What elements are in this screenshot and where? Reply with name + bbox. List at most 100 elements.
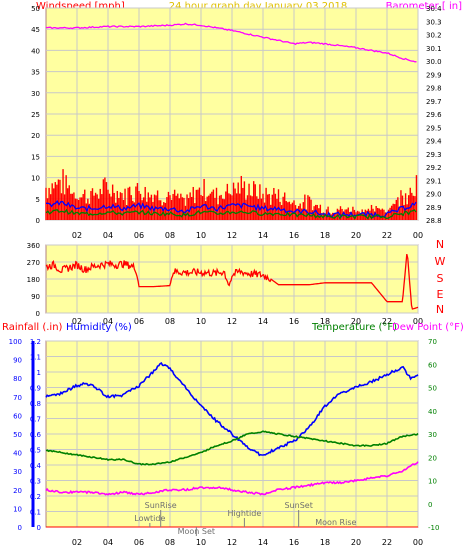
rainfall-axis-title: Rainfall (.in) xyxy=(2,322,63,333)
humidity-y-tick-label: 30 xyxy=(13,468,22,476)
humidity-axis-title: Humidity (%) xyxy=(66,322,132,333)
rainfall-y-tick-label: 1.2 xyxy=(30,338,41,346)
direction-y-tick-label: 180 xyxy=(27,276,40,284)
direction-panel-x-tick-label: 18 xyxy=(320,317,330,326)
rainfall-y-tick-label: 0.9 xyxy=(30,385,41,393)
wind-panel-x-tick-label: 22 xyxy=(382,231,392,240)
humidity-y-tick-label: 60 xyxy=(13,412,22,420)
dewpoint-line xyxy=(45,461,419,496)
wind-low-line xyxy=(45,208,417,220)
direction-panel-x-tick-label: 02 xyxy=(72,317,82,326)
humidity-line xyxy=(45,362,419,457)
barometer-y-tick-label: 29.8 xyxy=(426,85,442,93)
wind-panel-x-tick-label: 12 xyxy=(227,231,237,240)
temperature-y-tick-label: 70 xyxy=(428,338,437,346)
event-label-4: SunSet xyxy=(284,501,312,510)
rainfall-y-tick-label: 0.3 xyxy=(30,478,41,486)
temperature-y-tick-label: 50 xyxy=(428,385,437,393)
humidity-y-tick-label: 70 xyxy=(13,394,22,402)
humidity-y-tick-label: 50 xyxy=(13,431,22,439)
event-label-1: Lowtide xyxy=(134,514,165,523)
barometer-y-tick-label: 29.2 xyxy=(426,164,442,172)
temp-panel-x-tick-label: 14 xyxy=(258,538,268,547)
rainfall-y-tick-label: 0 xyxy=(37,524,41,532)
wind-panel-x-tick-label: 02 xyxy=(72,231,82,240)
temperature-y-tick-label: 60 xyxy=(428,361,437,369)
temp-panel-x-tick-label: 00 xyxy=(413,538,423,547)
barometer-y-tick-label: 29.0 xyxy=(426,191,442,199)
direction-panel-x-tick-label: 12 xyxy=(227,317,237,326)
rainfall-y-tick-label: 0.2 xyxy=(30,493,41,501)
wind-panel-x-tick-label: 04 xyxy=(103,231,113,240)
wind-panel-x-tick-label: 18 xyxy=(320,231,330,240)
direction-panel-x-tick-label: 20 xyxy=(351,317,361,326)
barometer-y-tick-label: 29.9 xyxy=(426,71,442,79)
rainfall-y-tick-label: 0.6 xyxy=(30,431,42,439)
direction-y-tick-label: 90 xyxy=(31,293,40,301)
temperature-y-tick-label: -10 xyxy=(428,524,439,532)
windspeed-y-tick-label: 10 xyxy=(31,175,40,183)
temperature-y-tick-label: 40 xyxy=(428,408,437,416)
temperature-y-tick-label: 30 xyxy=(428,431,437,439)
humidity-y-tick-label: 40 xyxy=(13,450,22,458)
direction-panel-x-tick-label: 06 xyxy=(134,317,144,326)
temp-panel-x-tick-label: 16 xyxy=(289,538,299,547)
direction-panel-x-tick-label: 04 xyxy=(103,317,113,326)
windspeed-axis-title: Windspeed [mph] xyxy=(36,1,125,12)
rainfall-y-tick-label: 1.1 xyxy=(30,354,41,362)
temp-panel-x-tick-label: 06 xyxy=(134,538,144,547)
barometer-y-tick-label: 28.9 xyxy=(426,204,442,212)
temp-panel-x-tick-label: 12 xyxy=(227,538,237,547)
rainfall-y-tick-label: 0.7 xyxy=(30,416,41,424)
humidity-y-tick-label: 20 xyxy=(13,487,22,495)
direction-panel-x-tick-label: 14 xyxy=(258,317,268,326)
wind-panel-x-tick-label: 10 xyxy=(196,231,206,240)
wind-panel-x-tick-label: 00 xyxy=(413,231,423,240)
direction-y-tick-label: 0 xyxy=(36,310,40,318)
wind-direction-line xyxy=(45,253,419,310)
barometer-y-tick-label: 30.4 xyxy=(426,5,442,13)
direction-panel-x-tick-label: 08 xyxy=(165,317,175,326)
graph-title: 24 hour graph day January 03 2018 xyxy=(169,1,347,12)
barometer-y-tick-label: 29.3 xyxy=(426,151,442,159)
direction-panel-x-tick-label: 00 xyxy=(413,317,423,326)
barometer-axis-title: Barometer [ in] xyxy=(386,1,462,12)
wind-average-line xyxy=(46,199,417,219)
windspeed-y-tick-label: 50 xyxy=(31,5,40,13)
humidity-y-tick-label: 100 xyxy=(9,338,22,346)
windspeed-y-tick-label: 15 xyxy=(31,153,40,161)
dewpoint-axis-title: Dew Point (°F) xyxy=(392,322,464,333)
wind-panel-x-tick-label: 14 xyxy=(258,231,268,240)
windspeed-y-tick-label: 20 xyxy=(31,132,40,140)
wind-panel-x-tick-label: 16 xyxy=(289,231,299,240)
temp-panel-x-tick-label: 08 xyxy=(165,538,175,547)
barometer-y-tick-label: 29.5 xyxy=(426,124,442,132)
wind-panel-x-tick-label: 08 xyxy=(165,231,175,240)
event-label-5: Moon Rise xyxy=(315,518,356,527)
temp-panel-x-tick-label: 22 xyxy=(382,538,392,547)
rainfall-y-tick-label: 0.8 xyxy=(30,400,41,408)
humidity-y-tick-label: 80 xyxy=(13,375,22,383)
wind-panel-x-tick-label: 06 xyxy=(134,231,144,240)
compass-label-3: E xyxy=(437,288,444,301)
temp-panel-x-tick-label: 20 xyxy=(351,538,361,547)
compass-label-1: W xyxy=(435,255,446,268)
direction-y-tick-label: 270 xyxy=(27,259,40,267)
windspeed-y-tick-label: 5 xyxy=(36,196,40,204)
barometer-y-tick-label: 30.0 xyxy=(426,58,442,66)
barometer-y-tick-label: 30.2 xyxy=(426,32,442,40)
rainfall-y-tick-label: 0.4 xyxy=(30,462,42,470)
direction-panel-x-tick-label: 10 xyxy=(196,317,206,326)
temperature-y-tick-label: 0 xyxy=(428,501,432,509)
temperature-y-tick-label: 20 xyxy=(428,454,437,462)
event-label-0: SunRise xyxy=(145,501,177,510)
barometer-y-tick-label: 29.6 xyxy=(426,111,442,119)
compass-label-4: N xyxy=(436,303,444,316)
barometer-y-tick-label: 29.7 xyxy=(426,98,442,106)
humidity-y-tick-label: 90 xyxy=(13,357,22,365)
barometer-line xyxy=(45,22,417,63)
temperature-axis-title: Temperature (°F) xyxy=(311,322,397,333)
temp-panel-x-tick-label: 18 xyxy=(320,538,330,547)
